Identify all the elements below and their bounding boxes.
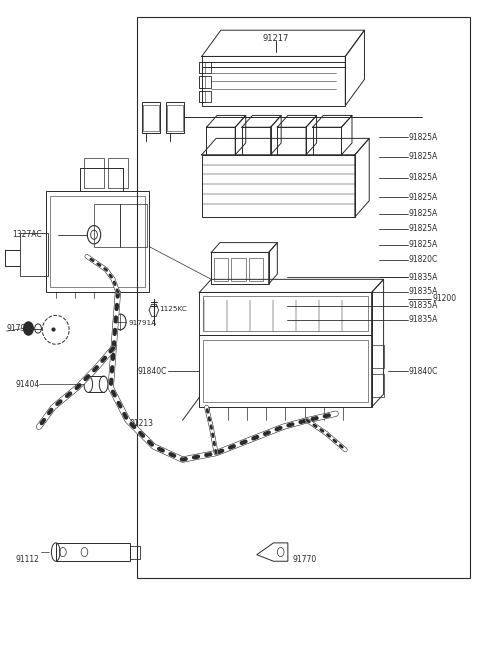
Text: 91840C: 91840C bbox=[138, 367, 167, 376]
Bar bbox=[144, 105, 158, 131]
Text: 91835A: 91835A bbox=[408, 273, 438, 282]
Bar bbox=[120, 204, 147, 246]
Bar bbox=[166, 102, 184, 133]
Bar bbox=[203, 296, 368, 331]
Bar bbox=[249, 258, 264, 281]
Bar bbox=[199, 62, 205, 74]
Bar bbox=[50, 196, 145, 287]
Bar bbox=[372, 374, 384, 397]
Text: 91825A: 91825A bbox=[408, 240, 438, 249]
Bar bbox=[199, 62, 211, 74]
Bar bbox=[84, 158, 104, 187]
Bar bbox=[130, 545, 141, 558]
Text: 91825A: 91825A bbox=[408, 224, 438, 233]
Text: 1327AC: 1327AC bbox=[12, 230, 42, 239]
Bar bbox=[202, 57, 345, 106]
Text: 91825A: 91825A bbox=[408, 152, 438, 161]
Text: 91825A: 91825A bbox=[408, 133, 438, 141]
Bar bbox=[372, 345, 384, 368]
Text: 91770: 91770 bbox=[293, 555, 317, 564]
Bar bbox=[167, 105, 182, 131]
Text: 91835A: 91835A bbox=[408, 301, 438, 310]
Text: 91793: 91793 bbox=[6, 324, 31, 333]
Bar bbox=[206, 127, 235, 155]
Text: 91825A: 91825A bbox=[408, 173, 438, 182]
Bar bbox=[203, 340, 368, 402]
Bar bbox=[137, 17, 470, 578]
Text: 91825A: 91825A bbox=[408, 193, 438, 202]
Bar bbox=[199, 91, 205, 102]
Bar bbox=[214, 258, 228, 281]
Text: 91200: 91200 bbox=[432, 294, 456, 304]
Bar bbox=[211, 252, 269, 284]
Text: 91825A: 91825A bbox=[408, 210, 438, 218]
Bar bbox=[20, 233, 48, 276]
Text: 91820C: 91820C bbox=[408, 255, 438, 264]
Bar bbox=[199, 91, 211, 102]
Bar bbox=[199, 292, 372, 335]
Bar bbox=[108, 158, 128, 187]
Text: 91112: 91112 bbox=[15, 555, 39, 564]
Text: 91835A: 91835A bbox=[408, 287, 438, 296]
Text: 91840C: 91840C bbox=[408, 367, 438, 376]
Text: 91791A: 91791A bbox=[128, 320, 156, 327]
Bar bbox=[56, 543, 130, 561]
Bar bbox=[199, 335, 372, 407]
Bar bbox=[94, 204, 120, 246]
Text: 91404: 91404 bbox=[15, 380, 39, 389]
Bar bbox=[46, 191, 149, 292]
Text: 1125KC: 1125KC bbox=[159, 306, 188, 312]
Bar bbox=[277, 127, 306, 155]
Bar bbox=[202, 155, 355, 217]
Bar bbox=[242, 127, 271, 155]
Bar bbox=[199, 76, 211, 88]
Circle shape bbox=[24, 322, 33, 335]
Bar bbox=[231, 258, 246, 281]
Bar bbox=[142, 102, 160, 133]
Bar bbox=[313, 127, 341, 155]
Text: 91213: 91213 bbox=[130, 419, 154, 428]
Text: 91217: 91217 bbox=[263, 34, 289, 43]
Text: 91835A: 91835A bbox=[408, 315, 438, 325]
Bar bbox=[199, 76, 205, 88]
